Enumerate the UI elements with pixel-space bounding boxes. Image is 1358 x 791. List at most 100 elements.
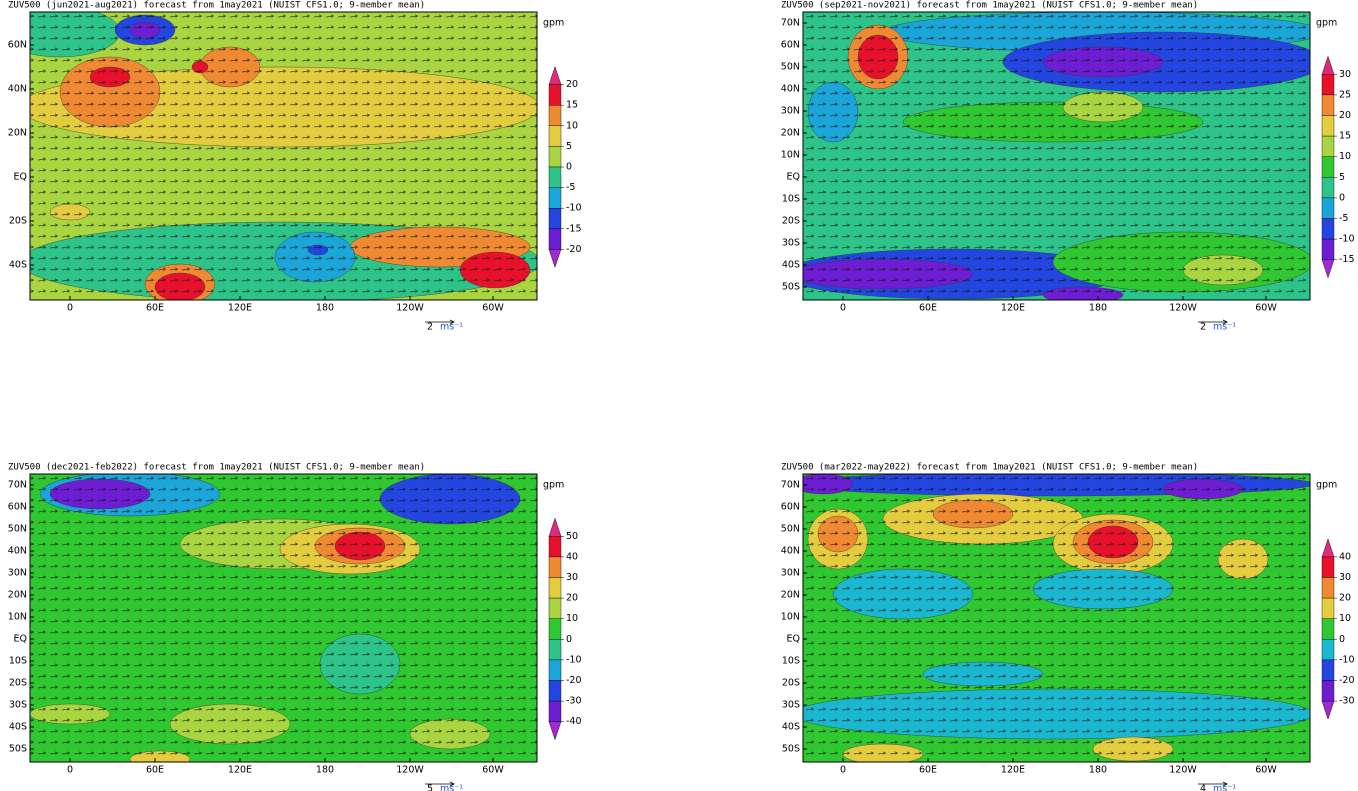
lon-label: 0	[840, 303, 846, 314]
colorbar-segment	[548, 618, 562, 640]
colorbar-segment	[548, 146, 562, 168]
reference-unit: ms⁻¹	[440, 322, 463, 333]
lat-label: 20N	[781, 128, 800, 139]
colorbar-label: -40	[566, 716, 582, 727]
lat-label: 70N	[781, 18, 800, 29]
colorbar-segment	[1321, 74, 1335, 96]
lat-label: 30N	[781, 568, 800, 579]
colorbar-segment	[1321, 680, 1335, 702]
colorbar-segment	[1321, 218, 1335, 240]
colorbar-label: 30	[566, 572, 578, 583]
colorbar-label: 10	[1339, 151, 1351, 162]
colorbar-label: -15	[566, 223, 582, 234]
lon-label: 120W	[396, 303, 424, 314]
lat-label: 10S	[9, 656, 27, 667]
colorbar-label: 10	[566, 613, 578, 624]
colorbar-segment	[548, 597, 562, 619]
lon-label: 120E	[1001, 765, 1025, 776]
colorbar-over	[1321, 538, 1335, 558]
map-panel: ZUV500 (jun2021-aug2021) forecast from 1…	[8, 1, 582, 333]
colorbar-segment	[1321, 94, 1335, 116]
lon-label: 60E	[919, 303, 937, 314]
colorbar-segment	[548, 166, 562, 188]
colorbar-label: 30	[1339, 572, 1351, 583]
wind-vectors	[30, 474, 537, 762]
colorbar-segment	[1321, 177, 1335, 199]
lon-label: 180	[316, 765, 334, 776]
lon-label: 60W	[482, 765, 504, 776]
lon-label: 0	[67, 765, 73, 776]
reference-value: 2	[427, 322, 433, 333]
lat-label: 10N	[8, 612, 27, 623]
lat-label: 50S	[782, 744, 800, 755]
colorbar-label: 5	[566, 141, 572, 152]
colorbar-segment	[548, 104, 562, 126]
panel-title: ZUV500 (mar2022-may2022) forecast from 1…	[781, 463, 1198, 473]
colorbar-segment	[1321, 597, 1335, 619]
colorbar-segment	[548, 659, 562, 681]
colorbar-label: 15	[566, 100, 578, 111]
colorbar-segment	[1321, 197, 1335, 219]
colorbar-label: 10	[566, 120, 578, 131]
lat-label: 50N	[781, 62, 800, 73]
colorbar-label: 10	[1339, 613, 1351, 624]
lat-label: 50S	[9, 744, 27, 755]
reference-unit: ms⁻¹	[1213, 784, 1236, 791]
map-field	[30, 474, 537, 762]
colorbar-segment	[1321, 639, 1335, 661]
colorbar-label: -10	[1339, 234, 1355, 245]
colorbar-over	[548, 65, 562, 85]
map-frame	[802, 11, 1311, 301]
colorbar-label: -5	[566, 182, 575, 193]
map-field	[803, 12, 1310, 300]
lon-label: 180	[1089, 765, 1107, 776]
colorbar-under	[1321, 700, 1335, 720]
colorbar-label: -10	[1339, 654, 1355, 665]
map-panel: ZUV500 (mar2022-may2022) forecast from 1…	[781, 463, 1355, 791]
colorbar-segment	[548, 700, 562, 722]
lon-label: 60W	[1255, 765, 1277, 776]
colorbar-segment	[1321, 618, 1335, 640]
lat-label: 10S	[782, 656, 800, 667]
lon-label: 120W	[1169, 303, 1197, 314]
map-panel: ZUV500 (sep2021-nov2021) forecast from 1…	[781, 1, 1355, 333]
lat-label: 10N	[781, 150, 800, 161]
colorbar-label: 25	[1339, 89, 1351, 100]
colorbar-label: -20	[566, 244, 582, 255]
lon-label: 120W	[1169, 765, 1197, 776]
colorbar-label: 0	[566, 634, 572, 645]
colorbar-segment	[548, 84, 562, 106]
lat-label: 40N	[8, 546, 27, 557]
lon-label: 60E	[146, 765, 164, 776]
colorbar-label: -20	[566, 675, 582, 686]
wind-vectors	[803, 474, 1310, 762]
lat-label: 60N	[8, 502, 27, 513]
lat-label: 20N	[8, 590, 27, 601]
lon-label: 0	[67, 303, 73, 314]
colorbar-segment	[548, 536, 562, 558]
colorbar-segment	[1321, 238, 1335, 260]
colorbar-segment	[548, 228, 562, 250]
colorbar-label: -5	[1339, 213, 1348, 224]
lon-label: 60W	[482, 303, 504, 314]
lon-label: 120W	[396, 765, 424, 776]
lat-label: 60N	[781, 40, 800, 51]
colorbar-label: -30	[566, 696, 582, 707]
colorbar-segment	[1321, 115, 1335, 137]
lon-label: 120E	[228, 303, 252, 314]
panel-title: ZUV500 (sep2021-nov2021) forecast from 1…	[781, 1, 1198, 11]
lat-label: 50S	[782, 282, 800, 293]
lat-label: 30S	[782, 700, 800, 711]
lon-label: 120E	[1001, 303, 1025, 314]
lat-label: 70N	[781, 480, 800, 491]
lon-label: 60W	[1255, 303, 1277, 314]
wind-vectors	[803, 12, 1310, 300]
lat-label: 20S	[782, 678, 800, 689]
lat-label: 10N	[781, 612, 800, 623]
colorbar-segment	[1321, 156, 1335, 178]
colorbar-label: 5	[1339, 172, 1345, 183]
colorbar-over	[1321, 55, 1335, 75]
lat-label: EQ	[787, 634, 800, 645]
lon-label: 180	[316, 303, 334, 314]
